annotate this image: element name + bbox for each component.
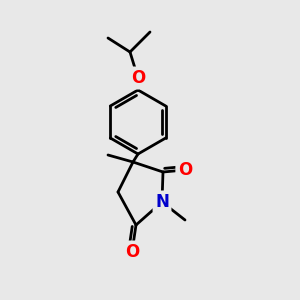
Text: N: N — [155, 193, 169, 211]
Text: O: O — [178, 161, 192, 179]
Text: O: O — [125, 243, 139, 261]
Text: O: O — [131, 69, 145, 87]
